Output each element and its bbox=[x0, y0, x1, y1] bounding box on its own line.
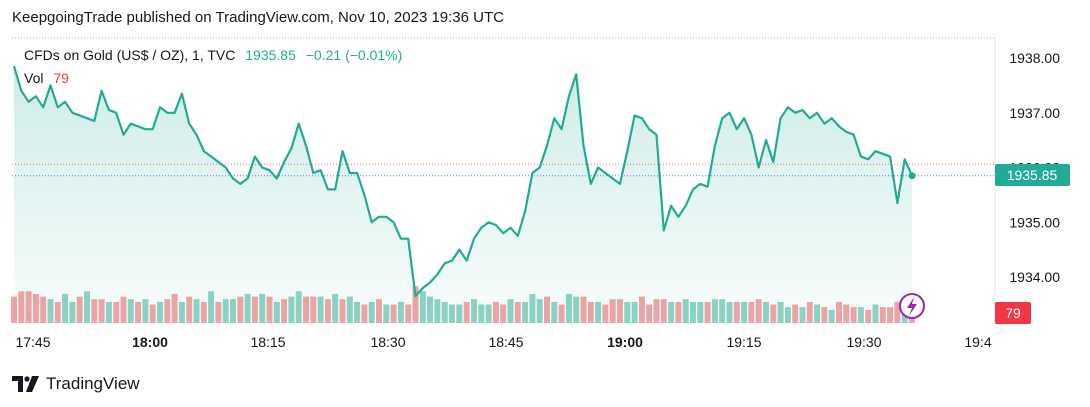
y-tick-label: 1934.00 bbox=[1009, 269, 1060, 285]
last-price-dot bbox=[908, 172, 916, 180]
publish-info: KeepgoingTrade published on TradingView.… bbox=[12, 9, 504, 26]
volume-label: Vol bbox=[24, 70, 44, 86]
legend-price: 1935.85 bbox=[245, 47, 296, 63]
x-tick-label: 19:00 bbox=[607, 334, 643, 350]
legend-change: −0.21 (−0.01%) bbox=[305, 47, 403, 63]
y-tick-label: 1938.00 bbox=[1009, 50, 1060, 66]
brand-name: TradingView bbox=[46, 374, 140, 393]
y-tick-label: 1935.00 bbox=[1009, 214, 1060, 230]
volume-value: 79 bbox=[53, 70, 69, 86]
last-price-badge: 1935.85 bbox=[995, 164, 1070, 186]
symbol-name: CFDs on Gold (US$ / OZ), 1, TVC bbox=[24, 47, 236, 63]
price-line bbox=[12, 65, 914, 298]
tradingview-logo-icon bbox=[12, 376, 39, 392]
x-tick-label: 18:45 bbox=[488, 334, 523, 350]
last-price-badge-text: 1935.85 bbox=[1007, 167, 1058, 183]
x-tick-label: 19:30 bbox=[846, 334, 881, 350]
tradingview-brand[interactable]: TradingView bbox=[12, 374, 140, 394]
symbol-legend[interactable]: CFDs on Gold (US$ / OZ), 1, TVC 1935.85 … bbox=[24, 47, 402, 63]
x-tick-label: 19:4 bbox=[964, 334, 991, 350]
last-volume-badge-text: 79 bbox=[1005, 305, 1021, 321]
x-tick-label: 18:30 bbox=[370, 334, 405, 350]
lightning-icon[interactable] bbox=[899, 293, 925, 319]
price-area bbox=[14, 66, 912, 323]
volume-legend[interactable]: Vol 79 bbox=[24, 70, 69, 86]
last-volume-badge: 79 bbox=[995, 302, 1031, 324]
x-tick-label: 18:15 bbox=[250, 334, 285, 350]
x-tick-label: 17:45 bbox=[15, 334, 50, 350]
y-tick-label: 1937.00 bbox=[1009, 105, 1060, 121]
x-axis: 17:45 18:00 18:15 18:30 18:45 19:00 19:15 19:30… bbox=[15, 334, 991, 350]
x-tick-label: 18:00 bbox=[132, 334, 168, 350]
x-tick-label: 19:15 bbox=[726, 334, 761, 350]
